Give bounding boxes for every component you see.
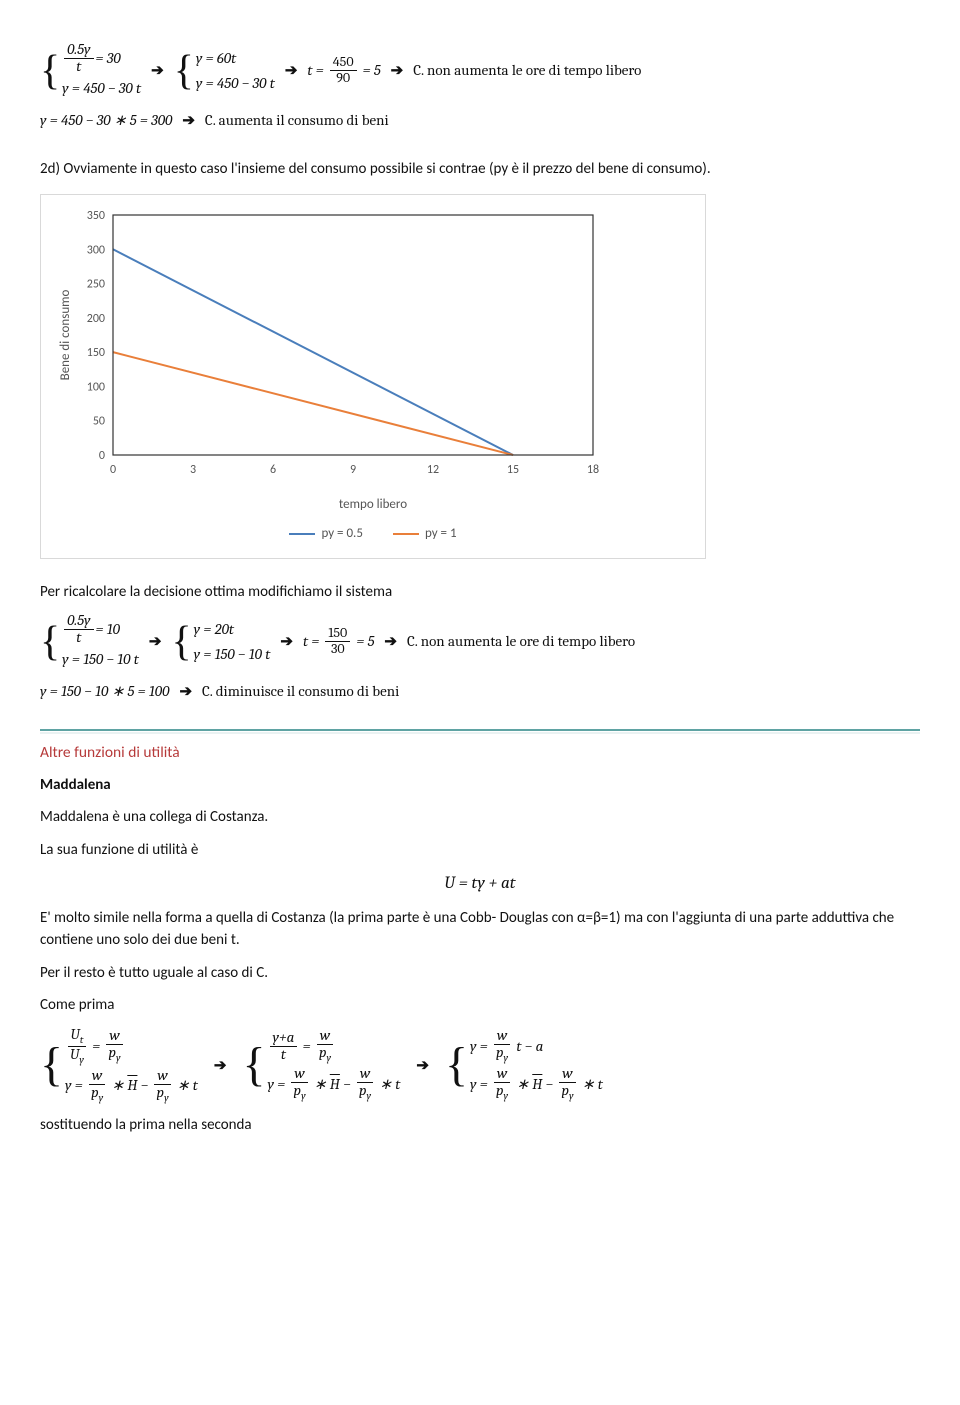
name-heading: Maddalena: [40, 774, 920, 797]
frac-den: t: [73, 59, 84, 75]
legend-swatch: [289, 533, 315, 535]
systems-chain: { Ut Uy = wpy y = wpy ∗ H − wpy ∗ t ➔ {: [40, 1027, 920, 1104]
svg-text:200: 200: [87, 312, 105, 326]
chart-svg: 0 50 100 150 200 250 300 350 0 3 6 9 12 15 18 Bene di c…: [53, 205, 613, 485]
svg-text:100: 100: [87, 380, 105, 394]
svg-text:6: 6: [270, 463, 276, 477]
derivation-step-1b: y = 450 − 30 ∗ 5 = 300 ➔ C. aumenta il c…: [40, 109, 920, 132]
section-heading: Altre funzioni di utilità: [40, 741, 920, 764]
eq-line: y = 450 − 30 t: [196, 72, 275, 95]
legend-label: py = 0.5: [321, 524, 362, 544]
legend-item: py = 0.5: [289, 524, 362, 544]
arrow-icon: ➔: [208, 1054, 233, 1077]
y-result: y = 150 − 10 ∗ 5 = 100: [40, 680, 169, 703]
paragraph: Per il resto è tutto uguale al caso di C…: [40, 962, 920, 985]
paragraph-recalc: Per ricalcolare la decisione ottima modi…: [40, 581, 920, 604]
utility-function: U = ty + at: [40, 871, 920, 897]
svg-text:0: 0: [99, 449, 105, 463]
arrow-icon: ➔: [378, 630, 403, 653]
section-divider: [40, 729, 920, 731]
paragraph-2d: 2d) Ovviamente in questo caso l'insieme …: [40, 158, 920, 181]
derivation-step-2b: y = 150 − 10 ∗ 5 = 100 ➔ C. diminuisce i…: [40, 680, 920, 703]
svg-text:150: 150: [87, 346, 105, 360]
arrow-icon: ➔: [385, 59, 410, 82]
eq-line: y = 450 − 30 t: [62, 77, 141, 100]
paragraph: sostituendo la prima nella seconda: [40, 1114, 920, 1137]
eq-rhs: = 30: [96, 47, 121, 70]
arrow-icon: ➔: [173, 680, 198, 703]
legend-label: py = 1: [425, 524, 457, 544]
arrow-icon: ➔: [145, 59, 170, 82]
legend-item: py = 1: [393, 524, 457, 544]
svg-text:250: 250: [87, 278, 105, 292]
t-result: = 5: [356, 630, 374, 653]
x-axis-label: tempo libero: [53, 495, 693, 515]
svg-text:12: 12: [427, 463, 439, 477]
paragraph: Maddalena è una collega di Costanza.: [40, 806, 920, 829]
paragraph: La sua funzione di utilità è: [40, 839, 920, 862]
conclusion-text: C. non aumenta le ore di tempo libero: [407, 630, 635, 653]
frac-den: t: [73, 630, 84, 646]
eq-line: y = 60t: [196, 47, 275, 70]
chart-legend: py = 0.5 py = 1: [53, 524, 693, 544]
derivation-step-2: { 0.5yt = 10 y = 150 − 10 t ➔ { y = 20t …: [40, 613, 920, 670]
eq-line: y = 150 − 10 t: [62, 648, 139, 671]
eq-line: y = 20t: [194, 618, 271, 641]
conclusion-text: C. non aumenta le ore di tempo libero: [413, 59, 641, 82]
svg-text:18: 18: [587, 463, 599, 477]
derivation-step-1: { 0.5yt = 30 y = 450 − 30 t ➔ { y = 60t …: [40, 42, 920, 99]
arrow-icon: ➔: [143, 630, 168, 653]
t-result: = 5: [363, 59, 381, 82]
svg-text:0: 0: [110, 463, 116, 477]
svg-text:Bene di consumo: Bene di consumo: [58, 289, 73, 380]
svg-text:50: 50: [93, 415, 105, 429]
arrow-icon: ➔: [176, 109, 201, 132]
legend-swatch: [393, 533, 419, 535]
frac-den: 90: [333, 71, 353, 86]
conclusion-text: C. aumenta il consumo di beni: [205, 109, 389, 132]
budget-chart: 0 50 100 150 200 250 300 350 0 3 6 9 12 15 18 Bene di c…: [40, 194, 706, 559]
paragraph: E' molto simile nella forma a quella di …: [40, 907, 920, 952]
svg-text:15: 15: [507, 463, 519, 477]
svg-text:9: 9: [350, 463, 356, 477]
svg-text:350: 350: [87, 209, 105, 223]
svg-text:300: 300: [87, 243, 105, 257]
frac-den: 30: [328, 642, 348, 657]
t-label: t =: [303, 630, 319, 653]
eq-rhs: = 10: [96, 618, 121, 641]
eq-line: y = 150 − 10 t: [194, 643, 271, 666]
conclusion-text: C. diminuisce il consumo di beni: [202, 680, 399, 703]
arrow-icon: ➔: [274, 630, 299, 653]
arrow-icon: ➔: [410, 1054, 435, 1077]
t-label: t =: [307, 59, 323, 82]
paragraph: Come prima: [40, 994, 920, 1017]
arrow-icon: ➔: [279, 59, 304, 82]
svg-text:3: 3: [190, 463, 196, 477]
y-result: y = 450 − 30 ∗ 5 = 300: [40, 109, 172, 132]
